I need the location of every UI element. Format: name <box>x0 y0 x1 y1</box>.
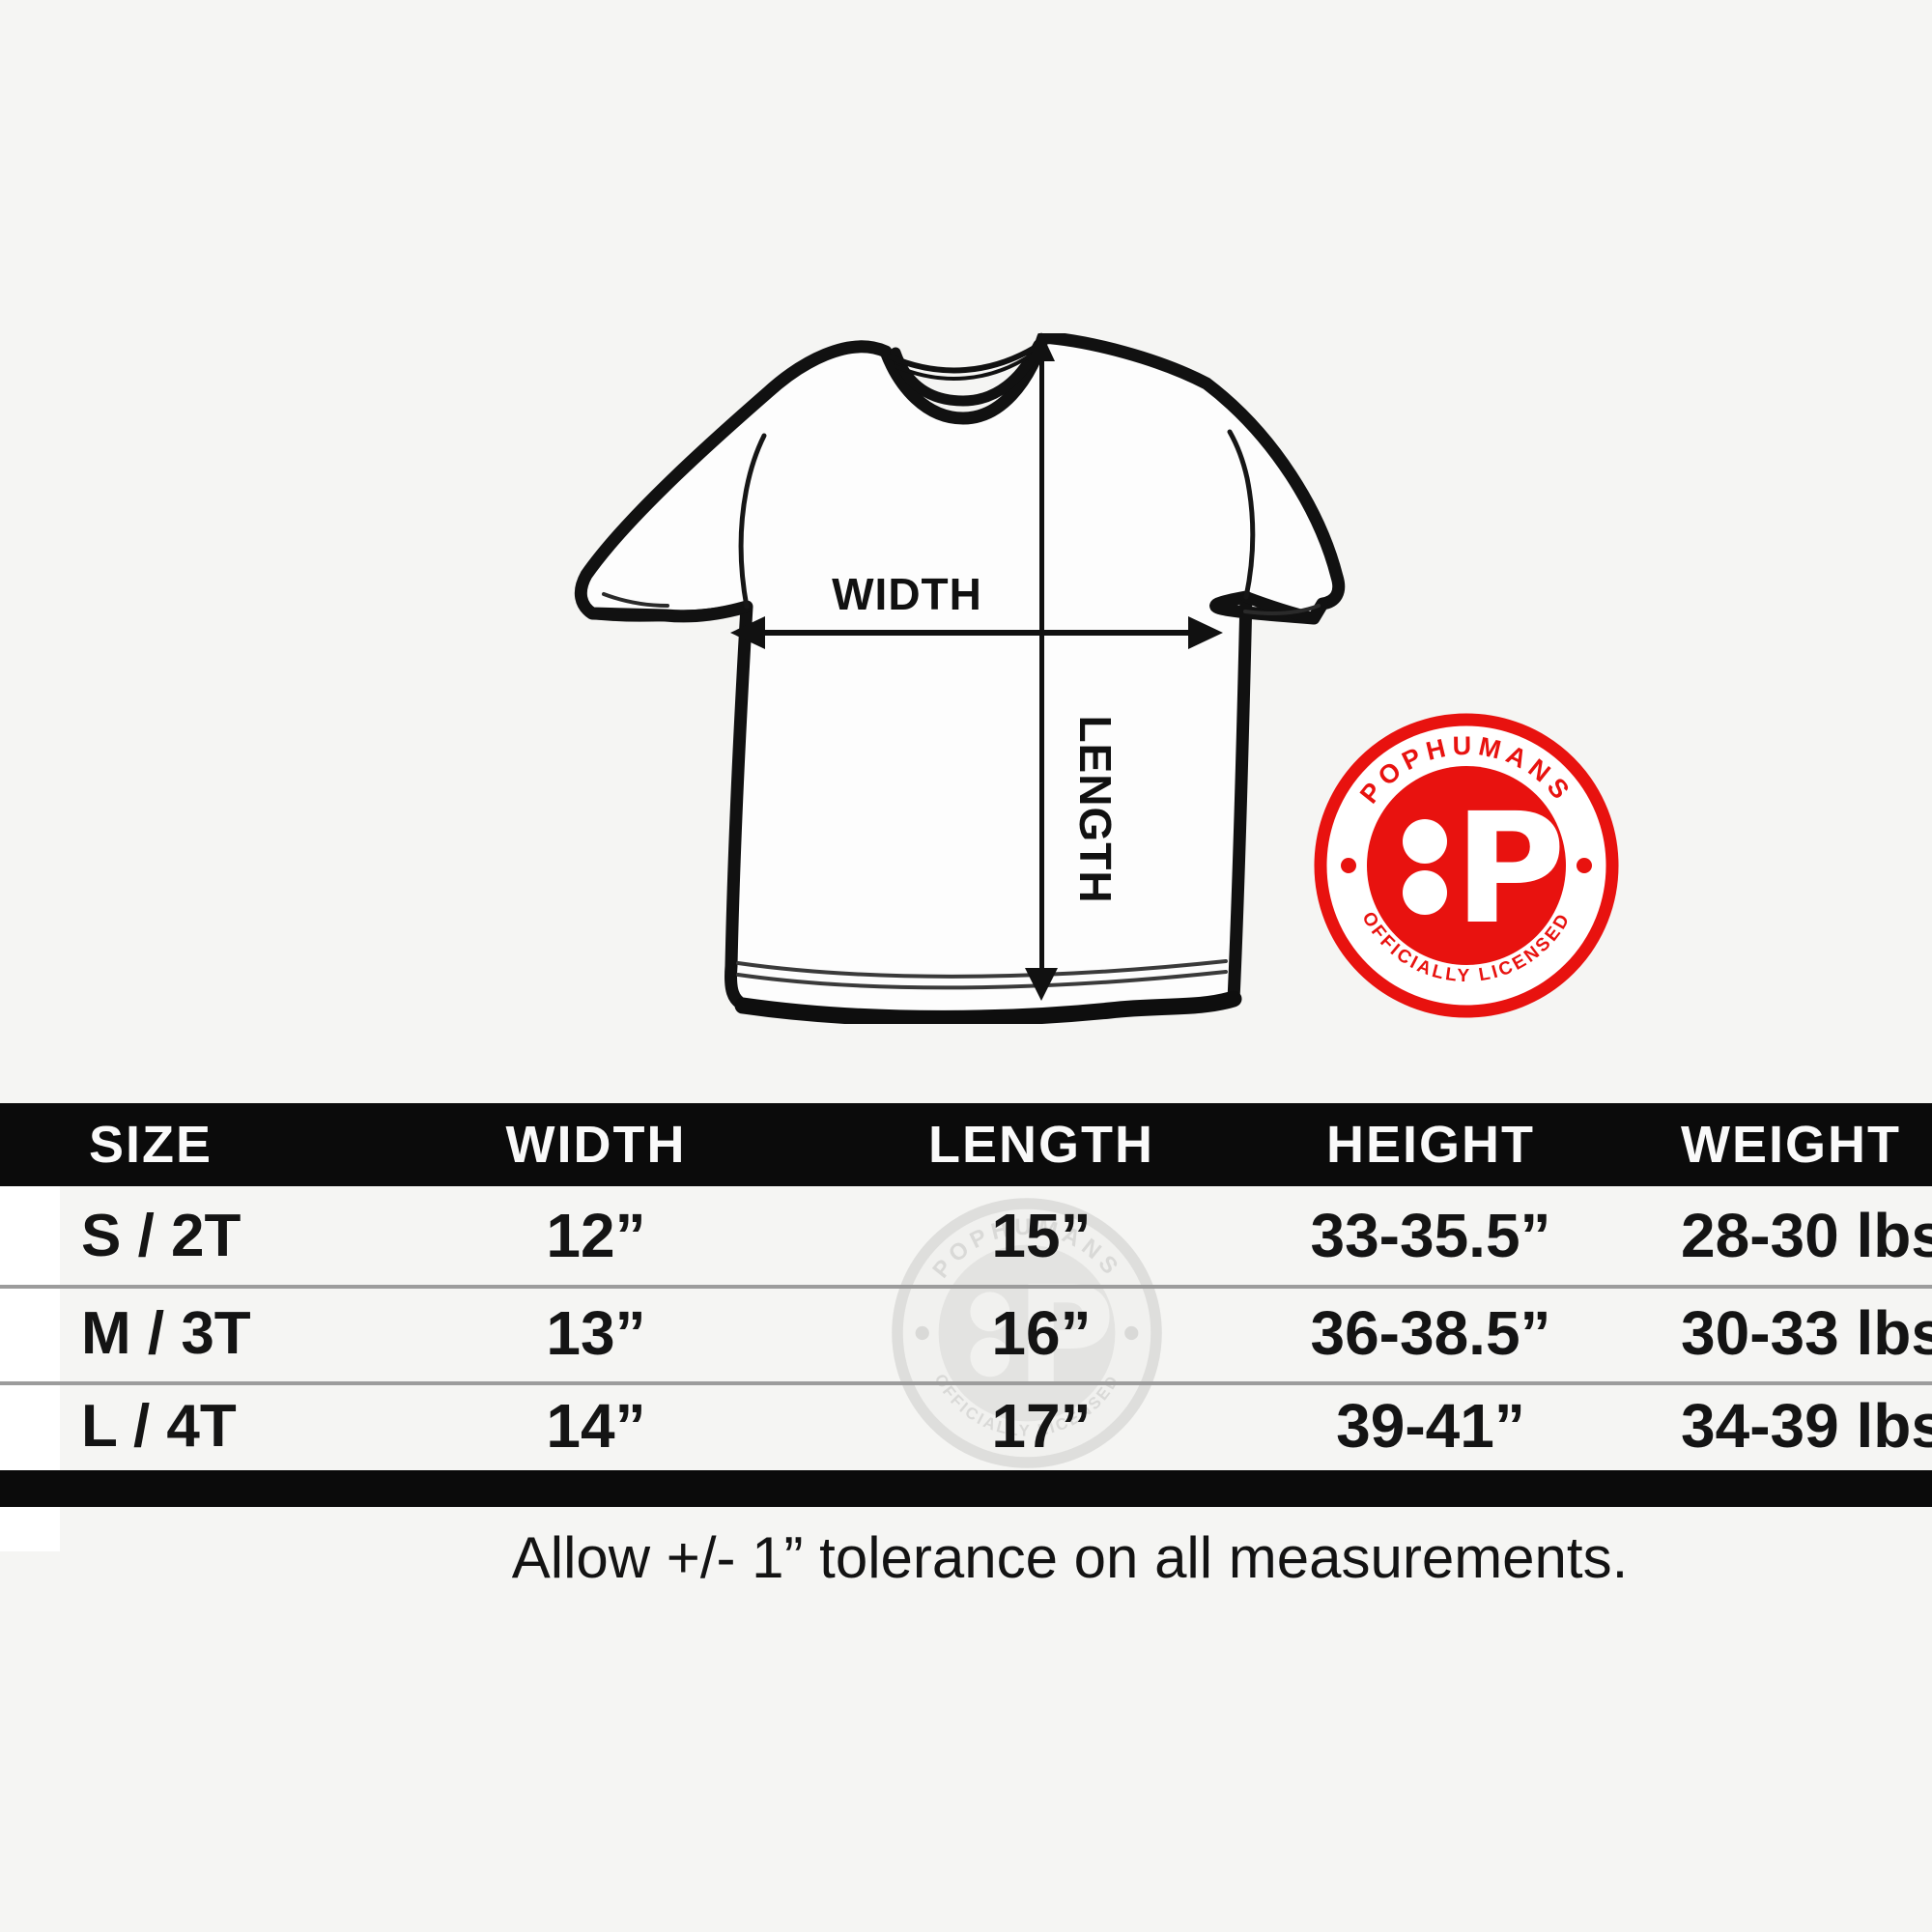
cell-size: M / 3T <box>81 1299 251 1367</box>
watermark-right-dot <box>1124 1325 1139 1341</box>
tolerance-note: Allow +/- 1” tolerance on all measuremen… <box>511 1525 1629 1590</box>
size-table-header: SIZE WIDTH LENGTH HEIGHT WEIGHT <box>0 1103 1932 1186</box>
cell-length: 17” <box>991 1391 1092 1461</box>
cell-width: 13” <box>546 1298 646 1368</box>
collar-stitch-line <box>894 351 1037 381</box>
row-divider <box>0 1285 1932 1289</box>
width-measure-label: WIDTH <box>832 569 982 619</box>
width-arrow-left-head-icon <box>730 616 765 649</box>
pophumans-official-badge: P POPHUMANS OFFICIALLY LICENSED <box>1314 713 1619 1018</box>
badge-inner-disc <box>1367 766 1566 965</box>
cell-weight: 28-30 lbs <box>1681 1201 1932 1270</box>
watermark-colon-dot-bottom <box>970 1337 1010 1378</box>
hem-fold-line <box>734 990 1242 1024</box>
cell-width: 12” <box>546 1201 646 1270</box>
watermark-logo-letter: P <box>1016 1258 1116 1415</box>
cell-weight: 30-33 lbs <box>1681 1298 1932 1368</box>
tshirt-outline-drawing <box>574 333 1346 1024</box>
right-sleeve-opening-line <box>1240 591 1328 624</box>
length-arrow-bottom-head-icon <box>1025 968 1058 1001</box>
badge-logo-colon-dot-bottom <box>1403 870 1447 915</box>
width-arrow-right-head-icon <box>1188 616 1223 649</box>
hem-stitch-line-1 <box>736 959 1228 979</box>
table-row-m3t: M / 3T 13” 16” 36-38.5” 30-33 lbs <box>0 1285 1932 1381</box>
badge-logo-colon-dot-top <box>1403 819 1447 864</box>
left-sleeve-seam <box>738 433 767 610</box>
column-header-weight: WEIGHT <box>1681 1116 1901 1174</box>
table-row-s2t: S / 2T 12” 15” 33-35.5” 28-30 lbs <box>0 1186 1932 1285</box>
size-table-bottom-bar <box>0 1470 1932 1507</box>
badge-left-dot <box>1341 858 1356 873</box>
collar-back-line <box>887 340 1045 374</box>
right-cuff-stitch <box>1243 604 1321 615</box>
size-table-body: S / 2T 12” 15” 33-35.5” 28-30 lbs M / 3T… <box>0 1186 1932 1470</box>
badge-right-dot <box>1577 858 1592 873</box>
cell-length: 16” <box>991 1298 1092 1368</box>
column-header-size: SIZE <box>89 1116 213 1174</box>
watermark-colon-dot-top <box>970 1292 1010 1332</box>
width-arrow <box>761 630 1192 636</box>
cell-height: 39-41” <box>1336 1391 1525 1461</box>
table-row-l4t: L / 4T 14” 17” 39-41” 34-39 lbs <box>0 1381 1932 1470</box>
cell-width: 14” <box>546 1391 646 1461</box>
length-arrow <box>1039 357 1044 970</box>
tshirt-silhouette <box>574 333 1346 1024</box>
watermark-left-dot <box>915 1325 929 1341</box>
cell-size: L / 4T <box>81 1392 237 1460</box>
cell-length: 15” <box>991 1201 1092 1270</box>
left-sleeve-opening-line <box>586 601 753 622</box>
collar-inner-curve <box>890 339 1044 407</box>
column-header-length: LENGTH <box>928 1116 1154 1174</box>
column-header-width: WIDTH <box>505 1116 687 1174</box>
cell-height: 33-35.5” <box>1310 1201 1551 1270</box>
row-divider <box>0 1381 1932 1385</box>
cell-weight: 34-39 lbs <box>1681 1391 1932 1461</box>
cell-size: S / 2T <box>81 1202 242 1269</box>
badge-logo-letter: P <box>1454 781 1566 958</box>
left-cuff-stitch <box>602 592 669 608</box>
right-sleeve-seam <box>1227 429 1256 600</box>
hem-stitch-line-2 <box>736 970 1228 990</box>
watermark-inner-disc <box>938 1244 1116 1422</box>
length-arrow-top-head-icon <box>1028 332 1055 361</box>
column-header-height: HEIGHT <box>1325 1116 1535 1174</box>
cell-height: 36-38.5” <box>1310 1298 1551 1368</box>
length-measure-label: LENGTH <box>1070 715 1121 904</box>
